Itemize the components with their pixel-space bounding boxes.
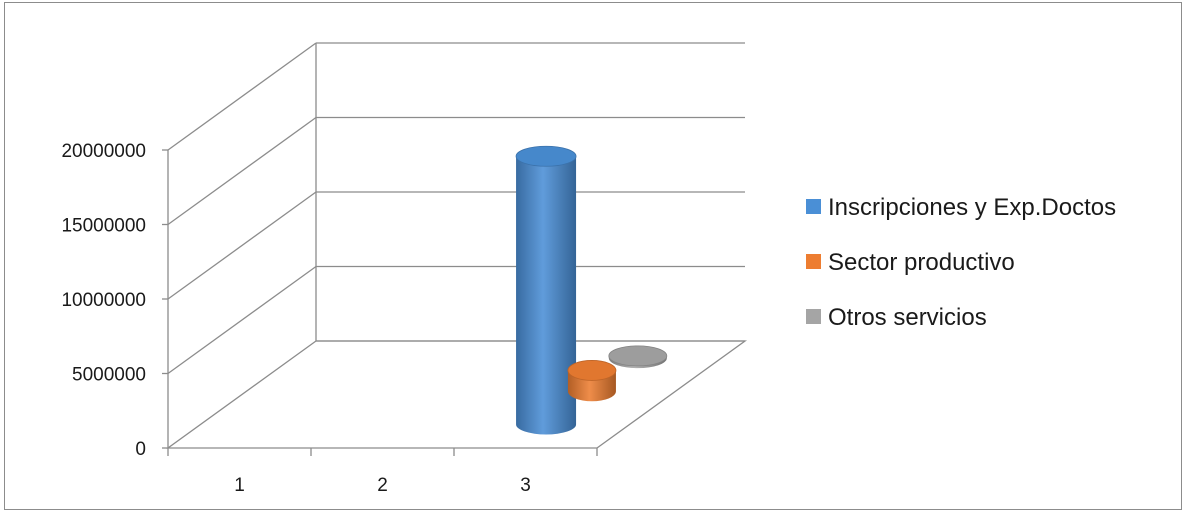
y-tick-label: 10000000 (61, 290, 146, 311)
bar-top (608, 345, 668, 367)
gridline-left-wall (167, 42, 317, 151)
bar-0-2 (515, 145, 577, 435)
y-axis-ticks: 0 5000000 10000000 15000000 20000000 (61, 141, 168, 460)
x-tick-label: 3 (520, 475, 531, 496)
bar-top (567, 360, 617, 381)
bar-body (516, 156, 577, 435)
gridline-left-wall (167, 265, 317, 375)
y-tick-label: 20000000 (61, 141, 146, 162)
x-tick-label: 1 (234, 475, 245, 496)
legend-label: Inscripciones y Exp.Doctos (828, 194, 1116, 221)
bar-2-2 (608, 345, 668, 369)
bar-1-2 (567, 360, 617, 402)
gridline-left-wall (167, 191, 317, 300)
legend: Inscripciones y Exp.Doctos Sector product… (806, 194, 1116, 331)
legend-label: Sector productivo (828, 249, 1015, 276)
chart-bars (515, 145, 668, 435)
legend-swatch (806, 199, 821, 214)
y-tick-label: 5000000 (72, 365, 146, 386)
gridline-left-wall (167, 116, 317, 226)
legend-label: Otros servicios (828, 304, 987, 331)
x-axis-ticks: 1 2 3 (167, 448, 598, 496)
bar-top (515, 145, 577, 167)
chart-walls (165, 42, 748, 449)
y-tick-label: 0 (135, 439, 146, 460)
legend-swatch (806, 309, 821, 324)
legend-swatch (806, 254, 821, 269)
x-tick-label: 2 (377, 475, 388, 496)
y-tick-label: 15000000 (61, 216, 146, 237)
